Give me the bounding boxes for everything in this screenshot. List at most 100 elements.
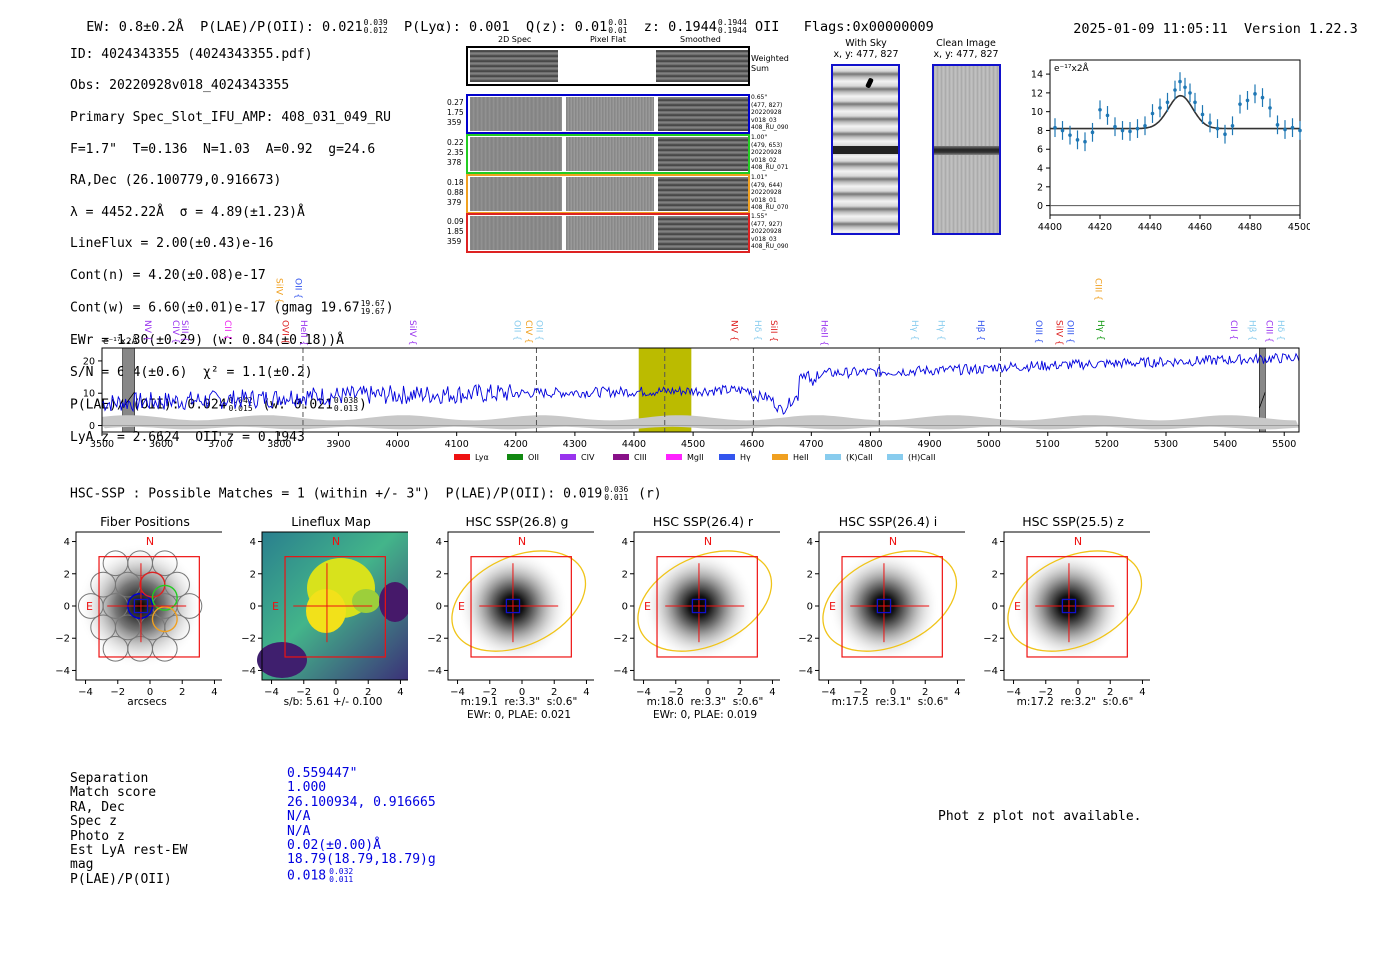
cutout-smoothed [658, 177, 748, 211]
hsc-ytick-label: 2 [622, 569, 628, 580]
hsc-panel-title: HSC SSP(26.8) g [465, 514, 569, 529]
spectrum-unit: e⁻¹⁷x2Å [103, 335, 139, 347]
cutout-right-label: v018_02 [751, 156, 777, 164]
spectrum-line-label: OIII { [1033, 320, 1043, 344]
spectrum-ytick-label: 20 [83, 356, 95, 367]
hsc-ellipse [637, 550, 773, 652]
cutout-left-label: 379 [447, 198, 462, 207]
spectrum-noise-band [102, 415, 1299, 430]
match-row-label: Photo z [70, 828, 125, 844]
col-smoothed: Smoothed [680, 35, 721, 44]
line-fit-ytick-label: 6 [1037, 145, 1043, 156]
spectrum-line-label: SiIV { [273, 278, 283, 304]
header-plae-hi: 0.039 [363, 18, 388, 27]
hsc-ytick-label: 4 [622, 537, 628, 548]
line-fit-point [1090, 130, 1095, 135]
spectrum-line-label: OVI { [279, 320, 289, 344]
line-fit-point [1083, 139, 1087, 144]
lineflux-lobe [352, 589, 380, 613]
spectrum-line-label: OII { [292, 278, 302, 299]
spectrum-line-label: OIII { [1064, 320, 1074, 344]
hsc-ytick-label: 0 [992, 602, 998, 613]
hsc-ytick-label: −2 [983, 634, 998, 645]
spectrum-legend-swatch [560, 454, 576, 460]
hsc-ytick-label: 2 [992, 569, 998, 580]
cutout-right-label: 408_RU_070 [751, 204, 789, 212]
line-fit-point [1245, 98, 1250, 103]
lineflux-peak2 [306, 589, 346, 633]
line-fit-chart: 4400 4420 4440 4460 4480 4500 0 2 4 6 8 10 12 14 e⁻¹⁷x… [1031, 59, 1310, 232]
cutout-left-label: 1.75 [447, 108, 464, 117]
line-fit-point [1290, 125, 1295, 130]
hsc-panel-image: N E −4 −4 −2 −2 0 0 2 2 4 4 [983, 531, 1150, 698]
cutout-2d-spec [470, 137, 562, 171]
spectrum-xtick-label: 4300 [563, 439, 587, 450]
hsc-ellipse [822, 550, 958, 652]
spectrum-xtick-label: 4700 [799, 439, 823, 450]
spectrum-line-label: SiII { [179, 320, 189, 342]
hsc-blue-square [876, 598, 892, 614]
with-sky-title: With Sky [845, 38, 887, 49]
cutout-2d-spec [470, 216, 562, 250]
hsc-red-box [470, 556, 572, 658]
match-row-label: Match score [70, 785, 157, 801]
spectrum-mask-hatch [1259, 391, 1266, 409]
line-fit-point [1105, 113, 1110, 118]
cutout-right-label: (479, 653) [751, 141, 783, 149]
match-row-value: 0.559447" [287, 766, 358, 781]
spectrum-line-label: CIII { [1264, 320, 1274, 343]
match-row-value: 18.79(18.79,18.79)g [287, 852, 436, 868]
spectrum-legend-label: Hγ [740, 453, 751, 462]
clean-image-title: Clean Image [936, 38, 996, 49]
cutout-left-label: 378 [447, 158, 462, 167]
header-datetime: 2025-01-09 11:05:11 [1073, 21, 1228, 37]
info-fit: F=1.7" T=0.136 N=1.03 A=0.92 g=24.6 [70, 141, 376, 157]
hsc-blue-square [691, 598, 707, 614]
hsc-xtick-label: −4 [636, 687, 651, 698]
cutout-smoothed [658, 97, 748, 131]
cutout-right-label: 1.00" [751, 134, 768, 141]
info-contn: Cont(n) = 4.20(±0.08)e-17 [70, 267, 266, 283]
spectrum-line-label: Hδ { [752, 320, 762, 341]
match-row-label: mag [70, 857, 94, 873]
hsc-xtick-label: 2 [365, 687, 371, 698]
hsc-north-label: N [518, 535, 526, 548]
info-ewr: EWr = 1.30(±0.29) (w: 0.84(±0.18))Å [70, 333, 344, 349]
line-fit-point [1113, 124, 1117, 129]
cutout-row [466, 174, 750, 214]
spectrum-xtick-label: 5000 [977, 439, 1001, 450]
hsc-north-label: N [889, 535, 897, 548]
hsc-xtick-label: 4 [583, 687, 589, 698]
hsc-xtick-label: 2 [179, 687, 185, 698]
match-labels: Separation Match score RA, Dec Spec z Photo … [70, 771, 187, 887]
spectrum-xtick-label: 4500 [681, 439, 705, 450]
full-spectrum-chart: 3500 3600 3700 3800 3900 4000 4100 4200 4300 4400… [83, 278, 1300, 462]
match-row-value: 26.100934, 0.916665 [287, 794, 436, 810]
line-fit-ytick-label: 14 [1031, 70, 1043, 81]
spectrum-xtick-label: 4400 [622, 439, 646, 450]
hsc-ytick-label: 4 [436, 537, 442, 548]
hsc-ytick-label: −2 [613, 634, 628, 645]
cutout-right-label: 408_RU_071 [751, 164, 789, 172]
line-fit-point [1150, 111, 1155, 116]
hsc-xtick-label: 0 [333, 687, 339, 698]
match-row-label: Separation [70, 771, 149, 786]
hsc-xtick-label: 0 [890, 687, 896, 698]
hsc-panel-caption2: EWr: 0, PLAE: 0.019 [652, 709, 758, 721]
header-plae-lo: 0.012 [363, 26, 388, 35]
spectrum-legend-label: CIV [581, 453, 595, 462]
cutout-left-label: 0.18 [447, 178, 464, 187]
cutout-left-label: 359 [447, 237, 462, 246]
cutout-left-label: 0.27 [447, 98, 464, 107]
hsc-ellipse [1007, 550, 1143, 652]
header-version: Version 1.22.3 [1243, 21, 1358, 37]
cutout-left-label: 359 [447, 118, 462, 127]
spectrum-line-label: OII { [512, 320, 522, 341]
hsc-xtick-label: −2 [296, 687, 311, 698]
cutout-smoothed [658, 216, 748, 250]
spectrum-line-label: NV { [142, 320, 152, 341]
match-row-value: 0.02(±0.00)Å [287, 838, 381, 854]
hsc-east-label: E [272, 600, 279, 613]
hsc-ytick-label: 0 [622, 602, 628, 613]
spectrum-legend-swatch [825, 454, 841, 460]
